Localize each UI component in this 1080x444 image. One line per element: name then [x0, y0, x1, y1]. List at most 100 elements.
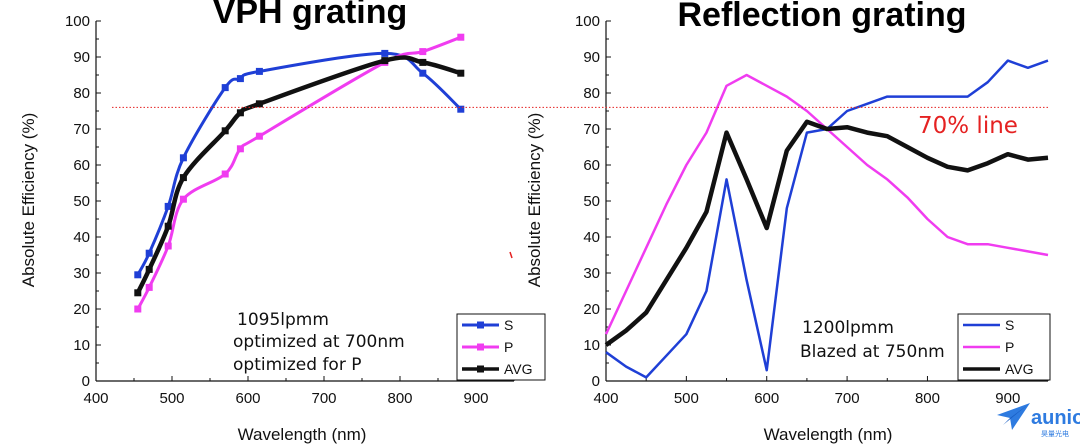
data-point-s [381, 49, 389, 57]
legend-label-avg: AVG [504, 361, 533, 377]
data-point-avg [457, 69, 465, 77]
data-point-p [134, 305, 142, 313]
data-point-avg [419, 58, 427, 66]
y-tick-label: 60 [583, 157, 600, 174]
data-point-s [419, 69, 427, 77]
data-point-p [236, 145, 244, 153]
data-point-p [457, 33, 465, 41]
y-axis-label-vph: Absolute Efficiency (%) [19, 113, 38, 287]
x-tick-label: 700 [835, 390, 860, 407]
y-tick-label: 70 [73, 121, 90, 138]
legend-marker-s [477, 321, 484, 329]
y-tick-label: 0 [82, 373, 90, 390]
data-point-p [164, 242, 172, 250]
data-point-s [145, 249, 153, 257]
x-tick-label: 600 [235, 390, 260, 407]
series-line-avg [604, 119, 1049, 347]
annotation-vph: 1095lpmm optimized at 700nm optimized fo… [233, 310, 405, 375]
data-point-s [179, 154, 187, 162]
paper-plane-icon [997, 403, 1030, 430]
stray-mark [509, 251, 513, 259]
x-tick-label: 700 [311, 390, 336, 407]
data-point-s [134, 271, 142, 279]
y-tick-label: 80 [583, 85, 600, 102]
y-tick-label: 40 [73, 229, 90, 246]
reference-line-group: 70% line [112, 106, 1048, 139]
logo-subtext: 昊量光电 [1041, 429, 1069, 438]
data-point-avg [179, 174, 187, 182]
x-tick-label: 500 [674, 390, 699, 407]
plot-area-vph: 0 10 20 30 40 50 60 70 80 90 100 400 500 600 700 800 900… [65, 13, 546, 407]
x-axis-label-reflection: Wavelength (nm) [764, 425, 893, 444]
data-point-avg [145, 265, 153, 273]
chart-vph: VPH grating Wavelength (nm) Absolute Eff… [19, 0, 546, 444]
legend-label-s: S [504, 317, 513, 333]
x-tick-label: 900 [995, 390, 1020, 407]
annotation-line: optimized at 700nm [233, 332, 405, 352]
series-line-s [136, 51, 462, 276]
x-tick-label: 400 [593, 390, 618, 407]
data-point-avg [236, 109, 244, 117]
x-tick-label: 500 [159, 390, 184, 407]
legend-marker-avg [477, 365, 484, 373]
annotation-line: Blazed at 750nm [800, 342, 945, 362]
legend-label-p: P [1005, 339, 1014, 355]
x-tick-label: 800 [915, 390, 940, 407]
company-logo: aunion 昊量光电 [997, 403, 1080, 438]
annotation-line: 1095lpmm [237, 310, 329, 330]
y-tick-label: 0 [592, 373, 600, 390]
legend-label-s: S [1005, 317, 1014, 333]
legend-label-p: P [504, 339, 513, 355]
plot-area-reflection: 0 10 20 30 40 50 60 70 80 90 100 400 500 600 700 800 900… [575, 13, 1051, 407]
y-tick-label: 20 [583, 301, 600, 318]
y-tick-label: 40 [583, 229, 600, 246]
data-point-p [179, 195, 187, 203]
x-tick-label: 600 [754, 390, 779, 407]
legend-label-avg: AVG [1005, 361, 1034, 377]
data-point-avg [255, 100, 263, 108]
data-point-p [255, 132, 263, 140]
y-tick-label: 100 [65, 13, 90, 30]
data-point-s [236, 75, 244, 83]
y-tick-label: 50 [73, 193, 90, 210]
y-tick-label: 10 [583, 337, 600, 354]
chart-reflection: Reflection grating Wavelength (nm) Absol… [525, 0, 1051, 444]
x-axis-label-vph: Wavelength (nm) [238, 425, 367, 444]
y-axis-label-reflection: Absolute Efficiency (%) [525, 113, 544, 287]
y-tick-label: 30 [583, 265, 600, 282]
y-tick-label: 10 [73, 337, 90, 354]
data-point-p [419, 48, 427, 56]
y-tick-label: 20 [73, 301, 90, 318]
y-tick-label: 30 [73, 265, 90, 282]
data-point-s [221, 84, 229, 92]
data-point-s [164, 202, 172, 210]
y-tick-label: 50 [583, 193, 600, 210]
y-tick-label: 80 [73, 85, 90, 102]
y-tick-label: 60 [73, 157, 90, 174]
legend: SP AVG [957, 313, 1051, 381]
logo-text: aunion [1031, 407, 1080, 429]
y-tick-label: 100 [575, 13, 600, 30]
chart-title-vph: VPH grating [213, 0, 408, 31]
data-point-avg [381, 57, 389, 65]
legend-marker-p [477, 343, 484, 351]
annotation-line: optimized for P [233, 355, 361, 375]
data-point-avg [134, 289, 142, 297]
x-tick-label: 400 [83, 390, 108, 407]
y-tick-label: 90 [73, 49, 90, 66]
data-point-s [255, 67, 263, 75]
paper-plane-fold [1003, 403, 1030, 425]
data-point-p [145, 283, 153, 291]
series-line-p [136, 35, 462, 310]
x-tick-label: 800 [387, 390, 412, 407]
annotation-reflection: 1200lpmm Blazed at 750nm [800, 318, 945, 362]
x-tick-label: 900 [463, 390, 488, 407]
data-point-p [221, 170, 229, 178]
data-point-avg [221, 127, 229, 135]
legend: SP AVG [456, 313, 546, 381]
data-point-avg [164, 222, 172, 230]
y-tick-label: 90 [583, 49, 600, 66]
y-tick-label: 70 [583, 121, 600, 138]
reference-line-label: 70% line [918, 113, 1018, 139]
